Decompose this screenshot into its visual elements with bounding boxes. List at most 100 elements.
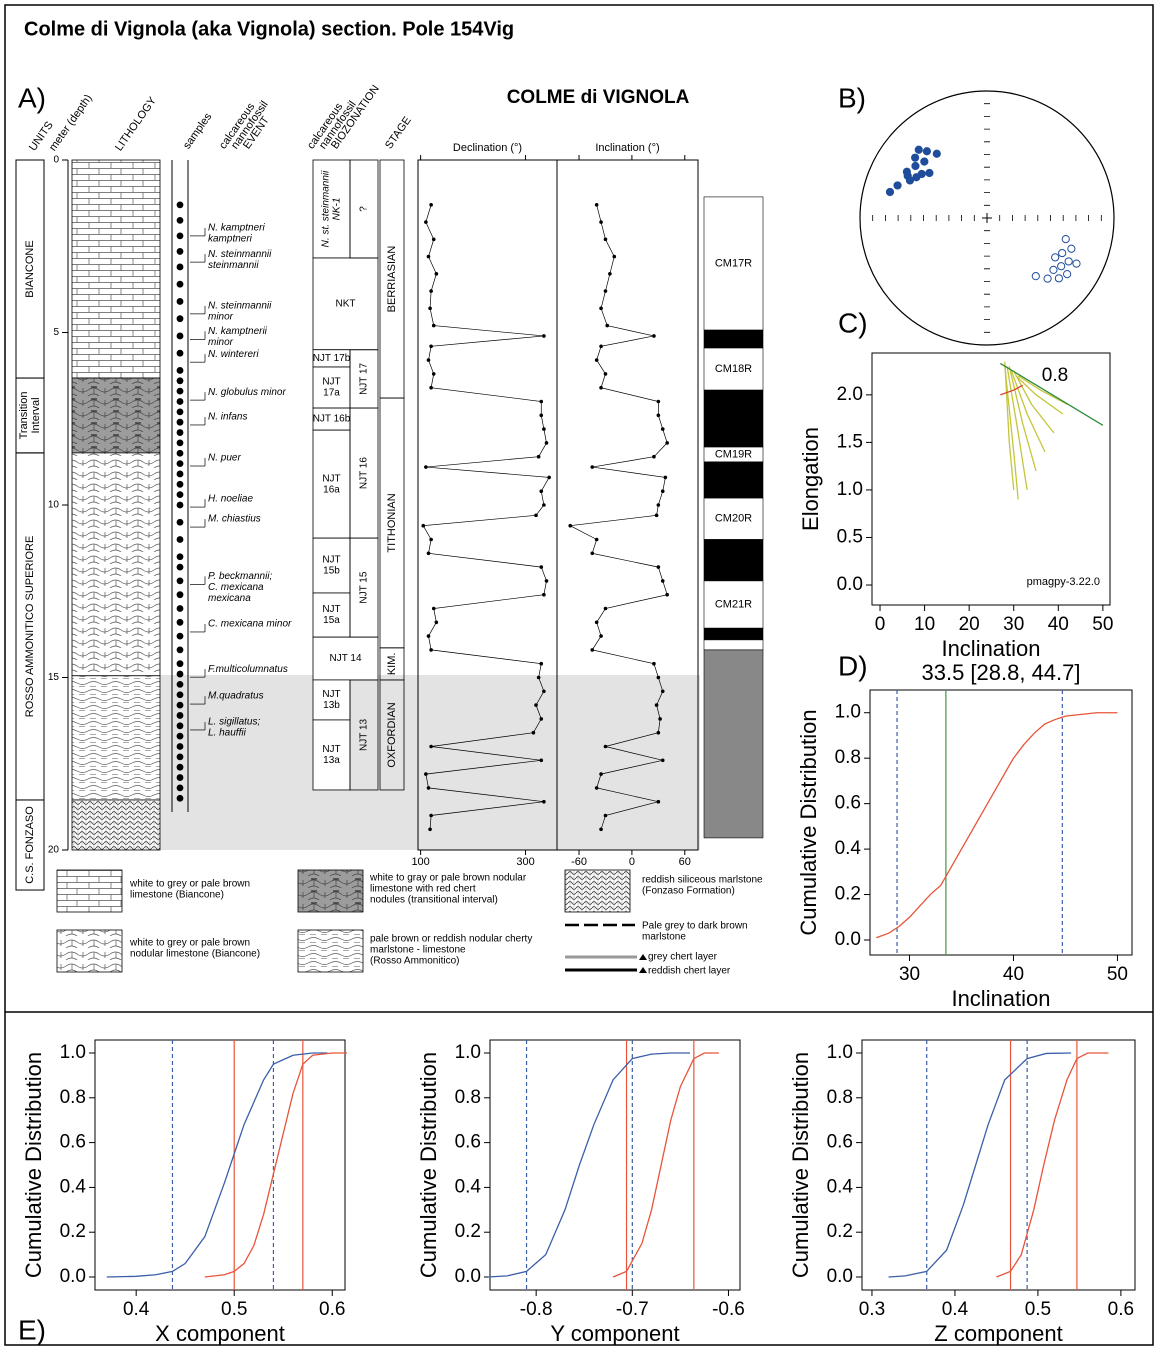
stereonet-point [923,148,930,155]
x-tick-label: -60 [571,856,587,868]
column-header: STAGE [383,115,414,152]
stereonet-tick [984,215,1025,256]
profile-point [657,400,661,404]
legend-swatch [298,930,363,972]
profile-point [432,324,436,328]
event-label: L. sigillatus; [208,717,260,728]
y-axis-label: Cumulative Distribution [416,1052,441,1278]
sample-dot [177,440,184,447]
stage-label: TITHONIAN [386,493,398,552]
polarity-label: CM20R [715,513,752,525]
event-label: N. globulus minor [208,387,286,398]
profile-point [427,552,431,556]
stereonet-point [912,162,919,169]
profile-point [545,441,549,445]
depth-tick-label: 5 [53,327,59,338]
polarity-label: CM18R [715,363,752,375]
sample-dot [177,619,184,626]
sample-dot [177,681,184,688]
stage-label: KIM. [386,653,398,676]
profile-point [658,717,662,721]
lithology [72,676,160,800]
x-axis-label: Inclination [941,636,1040,661]
profile-point [542,800,546,804]
stereonet-point [1059,249,1066,256]
unit-label: Transition [18,392,30,440]
profile-point [657,800,661,804]
profile-point [599,386,603,390]
zone-label: 17a [323,388,340,399]
y-tick-label: 2.0 [837,384,863,405]
plot-frame [95,1040,345,1290]
profile-point [595,203,599,207]
profile-point [539,662,543,666]
zone-label: N. st. steinmannii [321,170,332,247]
profile-point [595,358,599,362]
legend-label: white to grey or pale brown [129,879,250,890]
column-header: meter (depth) [47,92,95,153]
sample-dot [177,519,184,526]
sample-dot [177,281,184,288]
profile-point [432,607,436,611]
y-tick-label: 0.0 [827,1266,853,1287]
sample-dot [177,743,184,750]
profile-point [661,579,665,583]
zone-label: NJT [322,604,340,615]
depth-tick-label: 10 [48,500,60,511]
x-tick-label: 20 [959,614,980,635]
chart-title: 33.5 [28.8, 44.7] [921,660,1080,685]
legend-label: marlstone - limestone [370,945,466,956]
profile-point [599,307,603,311]
profile-point [539,489,543,493]
stereonet-point [1064,271,1071,278]
profile-point [612,255,616,259]
stereonet-point [912,154,919,161]
profile-point [661,427,665,431]
x-tick-label: 0.5 [221,1299,247,1320]
event-label: C. mexicana minor [208,619,292,630]
profile-point [424,220,428,224]
stereonet-tick [898,129,990,221]
profile-point [599,220,603,224]
lithology [72,160,160,378]
legend-label: nodules (transitional interval) [370,895,498,906]
stereonet-tick [984,215,1063,294]
polarity-label: CM19R [715,448,752,460]
panel-label: D) [838,650,868,681]
x-axis-label: Y component [550,1321,679,1346]
profile-point [661,690,665,694]
y-tick-label: 0.6 [60,1132,86,1153]
stereonet-point [894,182,901,189]
x-tick-label: 60 [679,856,691,868]
profile-point [665,593,669,597]
event-label: N. kamptnerii [208,326,268,337]
stage-label: OXFORDIAN [386,702,398,767]
zone-label: NJT [322,689,340,700]
profile-point [429,203,433,207]
sample-dot [177,702,184,709]
polarity-label: CM17R [715,257,752,269]
sample-dot [177,388,184,395]
sample-dot [177,691,184,698]
y-tick-label: 0.6 [835,793,861,814]
y-tick-label: 1.0 [835,702,861,723]
x-tick-label: 0.3 [859,1299,885,1320]
profile-point [599,772,603,776]
stereonet-tick [984,215,1000,231]
sample-dot [177,264,184,271]
x-tick-label: 0 [875,614,886,635]
polarity-zone [704,650,763,838]
sample-dot [177,605,184,612]
zone-label: NJT 17b [313,353,351,364]
profile-point [428,307,432,311]
event-label: N. infans [208,412,247,423]
legend-marker [639,967,647,973]
x-tick-label: 300 [516,856,534,868]
stereonet-tick [873,104,990,221]
profile-point [652,334,656,338]
sample-dot [177,450,184,457]
zone-label: NJT [322,555,340,566]
profile-point [427,358,431,362]
sample-dot [177,553,184,560]
sample-dot [177,733,184,740]
